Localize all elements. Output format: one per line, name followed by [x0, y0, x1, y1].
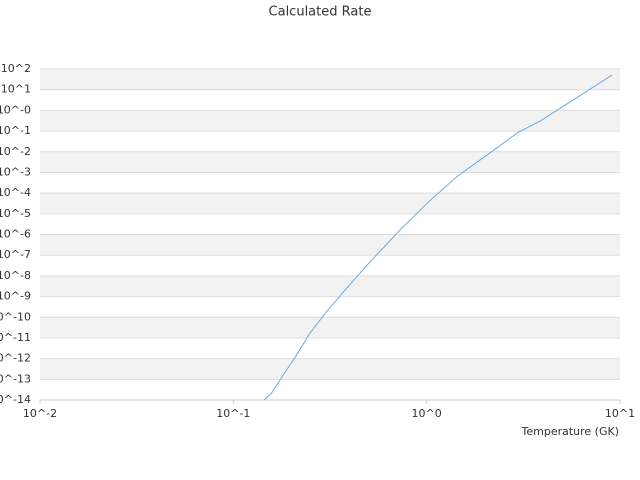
y-tick-label: 10^-8	[0, 269, 31, 282]
x-tick-label: 10^-1	[216, 407, 250, 420]
grid-band	[40, 317, 620, 338]
y-tick-label: 10^-7	[0, 248, 31, 261]
grid-band	[40, 358, 620, 380]
y-tick-label: 10^-6	[0, 228, 31, 241]
y-tick-label: 10^-9	[0, 290, 31, 303]
y-tick-label: 10^1	[1, 83, 31, 96]
grid-band	[40, 110, 620, 132]
grid-band	[40, 151, 620, 173]
y-tick-label: 10^-3	[0, 165, 31, 178]
y-tick-label: 10^-5	[0, 207, 31, 220]
x-tick-label: 10^-2	[23, 407, 57, 420]
y-tick-label: 10^2	[1, 62, 31, 75]
y-tick-label: 10^-1	[0, 124, 31, 137]
y-tick-label: 10^-4	[0, 186, 31, 199]
y-tick-label: 10^-12	[0, 352, 31, 365]
y-tick-label: 10^-2	[0, 145, 31, 158]
y-tick-label: 10^-10	[0, 310, 31, 323]
grid-band	[40, 234, 620, 256]
x-tick-label: 10^1	[605, 407, 635, 420]
data-line	[263, 74, 613, 401]
y-tick-label: 10^-14	[0, 393, 31, 406]
x-axis-label: Temperature (GK)	[521, 425, 620, 438]
chart-title: Calculated Rate	[269, 5, 372, 20]
grid-band	[40, 69, 620, 90]
y-tick-label: 10^-13	[0, 372, 31, 385]
x-tick-label: 10^0	[412, 407, 442, 420]
grid-band	[40, 275, 620, 297]
y-tick-label: 10^-0	[0, 103, 31, 116]
y-tick-label: 10^-11	[0, 331, 31, 344]
grid-band	[40, 193, 620, 214]
